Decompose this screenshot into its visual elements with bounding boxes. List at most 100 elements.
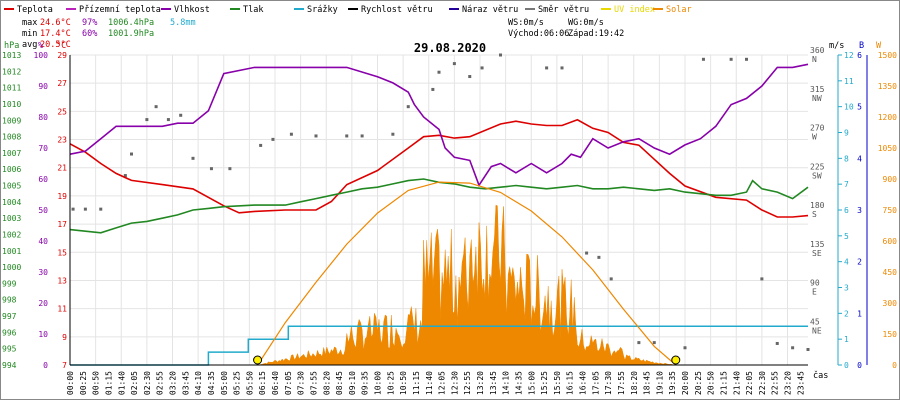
ms-tick-label: 4 (844, 258, 849, 267)
wind-direction-point (154, 105, 158, 109)
pct-tick-label: 80 (38, 113, 48, 122)
x-tick-label: 16:40 (579, 371, 588, 395)
x-tick-label: 05:00 (220, 371, 229, 395)
ms-tick-label: 1 (844, 335, 849, 344)
sunset-marker (671, 355, 681, 365)
series-line-teplota (69, 118, 809, 218)
x-tick-label: 16:15 (566, 371, 575, 395)
x-tick-label: 21:40 (732, 371, 741, 395)
x-tick-label: 15:50 (553, 371, 562, 395)
pct-tick-label: 70 (38, 144, 48, 153)
wind-direction-point (145, 118, 149, 122)
stats-min-temp: 17.4°C (40, 29, 71, 39)
wind-direction-point (480, 66, 484, 70)
legend-label: Směr větru (538, 5, 589, 15)
bft-tick-label: 5 (857, 103, 862, 112)
dir-tick-value: 315 (810, 85, 825, 94)
hpa-tick-label: 1010 (2, 100, 21, 109)
x-tick-label: 12:30 (450, 371, 459, 395)
w-tick-label: 600 (883, 237, 898, 246)
legend: Teplota Přízemní teplota Vlhkost Tlak Srážky… (4, 5, 692, 15)
x-tick-label: 22:30 (758, 371, 767, 395)
ms-tick-label: 2 (844, 309, 849, 318)
x-tick-label: 09:35 (361, 371, 370, 395)
wind-direction-point (597, 255, 601, 259)
x-tick-label: 20:25 (694, 371, 703, 395)
chart-title: 29.08.2020 (414, 41, 486, 55)
stats-sunrise: Východ:06:06 (508, 29, 569, 39)
x-tick-label: 07:55 (309, 371, 318, 395)
x-tick-label: 22:05 (745, 371, 754, 395)
x-tick-label: 11:15 (412, 371, 421, 395)
x-tick-label: 12:05 (438, 371, 447, 395)
pct-tick-label: 100 (34, 51, 49, 60)
hpa-tick-label: 997 (2, 312, 17, 321)
temp-tick-label: 15 (57, 248, 67, 257)
dir-tick-value: 45 (810, 317, 820, 326)
x-tick-label: 19:10 (655, 371, 664, 395)
wind-direction-point (545, 66, 549, 70)
x-tick-label: 13:20 (476, 371, 485, 395)
series-line-srky (70, 325, 808, 366)
pct-tick-label: 50 (38, 206, 48, 215)
hpa-tick-label: 1006 (2, 165, 21, 174)
stats-avg-temp: 20.5°C (40, 40, 71, 50)
wind-direction-point (701, 57, 705, 61)
bft-tick-label: 6 (857, 51, 862, 60)
legend-label: UV index (614, 5, 655, 15)
dir-tick-label: NE (812, 326, 822, 335)
x-tick-label: 21:15 (719, 371, 728, 395)
x-tick-label: 00:00 (66, 371, 75, 395)
sunrise-marker (253, 355, 263, 365)
axis-unit-time: čas (813, 370, 828, 381)
legend-label: Srážky (307, 5, 338, 15)
dir-tick-label: N (812, 55, 817, 64)
ms-tick-label: 6 (844, 206, 849, 215)
dir-tick-value: 270 (810, 124, 825, 133)
temp-tick-label: 7 (62, 361, 67, 370)
axes: 00:00 00:25 00:50 01:15 01:40 02:05 02:30 02:55… (2, 46, 897, 395)
hpa-tick-label: 1005 (2, 182, 21, 191)
stats-max-rain: 5.8mm (170, 18, 196, 28)
wind-direction-point (179, 113, 183, 117)
bft-tick-label: 3 (857, 206, 862, 215)
hpa-tick-label: 1002 (2, 230, 21, 239)
x-tick-label: 23:45 (796, 371, 805, 395)
wind-direction-point (99, 207, 103, 211)
pct-tick-label: 0 (43, 361, 48, 370)
w-tick-label: 1500 (878, 51, 897, 60)
wind-direction-point (289, 132, 293, 136)
ms-tick-label: 7 (844, 180, 849, 189)
axis-unit-bft: B (859, 41, 864, 51)
legend-label: Tlak (243, 5, 263, 15)
x-tick-label: 20:00 (681, 371, 690, 395)
legend-label: Přízemní teplota (79, 5, 161, 15)
w-tick-label: 900 (883, 175, 898, 184)
x-tick-label: 09:10 (348, 371, 357, 395)
legend-label: Teplota (17, 5, 53, 15)
wind-direction-point (271, 137, 275, 141)
dir-tick-label: S (812, 210, 817, 219)
pct-tick-label: 60 (38, 175, 48, 184)
x-tick-label: 04:10 (194, 371, 203, 395)
solar-radiation-area (257, 204, 676, 366)
x-tick-label: 12:55 (463, 371, 472, 395)
wind-direction-point (637, 341, 641, 345)
hpa-tick-label: 1011 (2, 84, 21, 93)
ms-tick-label: 8 (844, 154, 849, 163)
stats-ws: WS:0m/s (508, 18, 544, 28)
stats-max-label: max (22, 18, 37, 28)
sun-markers (253, 355, 681, 365)
hpa-tick-label: 1003 (2, 214, 21, 223)
wind-direction-point (391, 132, 395, 136)
axis-unit-pct: % (38, 41, 43, 51)
temp-tick-label: 27 (57, 79, 67, 88)
pct-tick-label: 90 (38, 82, 48, 91)
wind-direction-point (166, 118, 170, 122)
wind-direction-point (345, 134, 349, 138)
solar-envelope-line (257, 181, 677, 366)
x-tick-label: 07:05 (284, 371, 293, 395)
ms-tick-label: 11 (844, 77, 854, 86)
axis-unit-w: W (876, 41, 882, 51)
dir-tick-label: SE (812, 249, 822, 258)
